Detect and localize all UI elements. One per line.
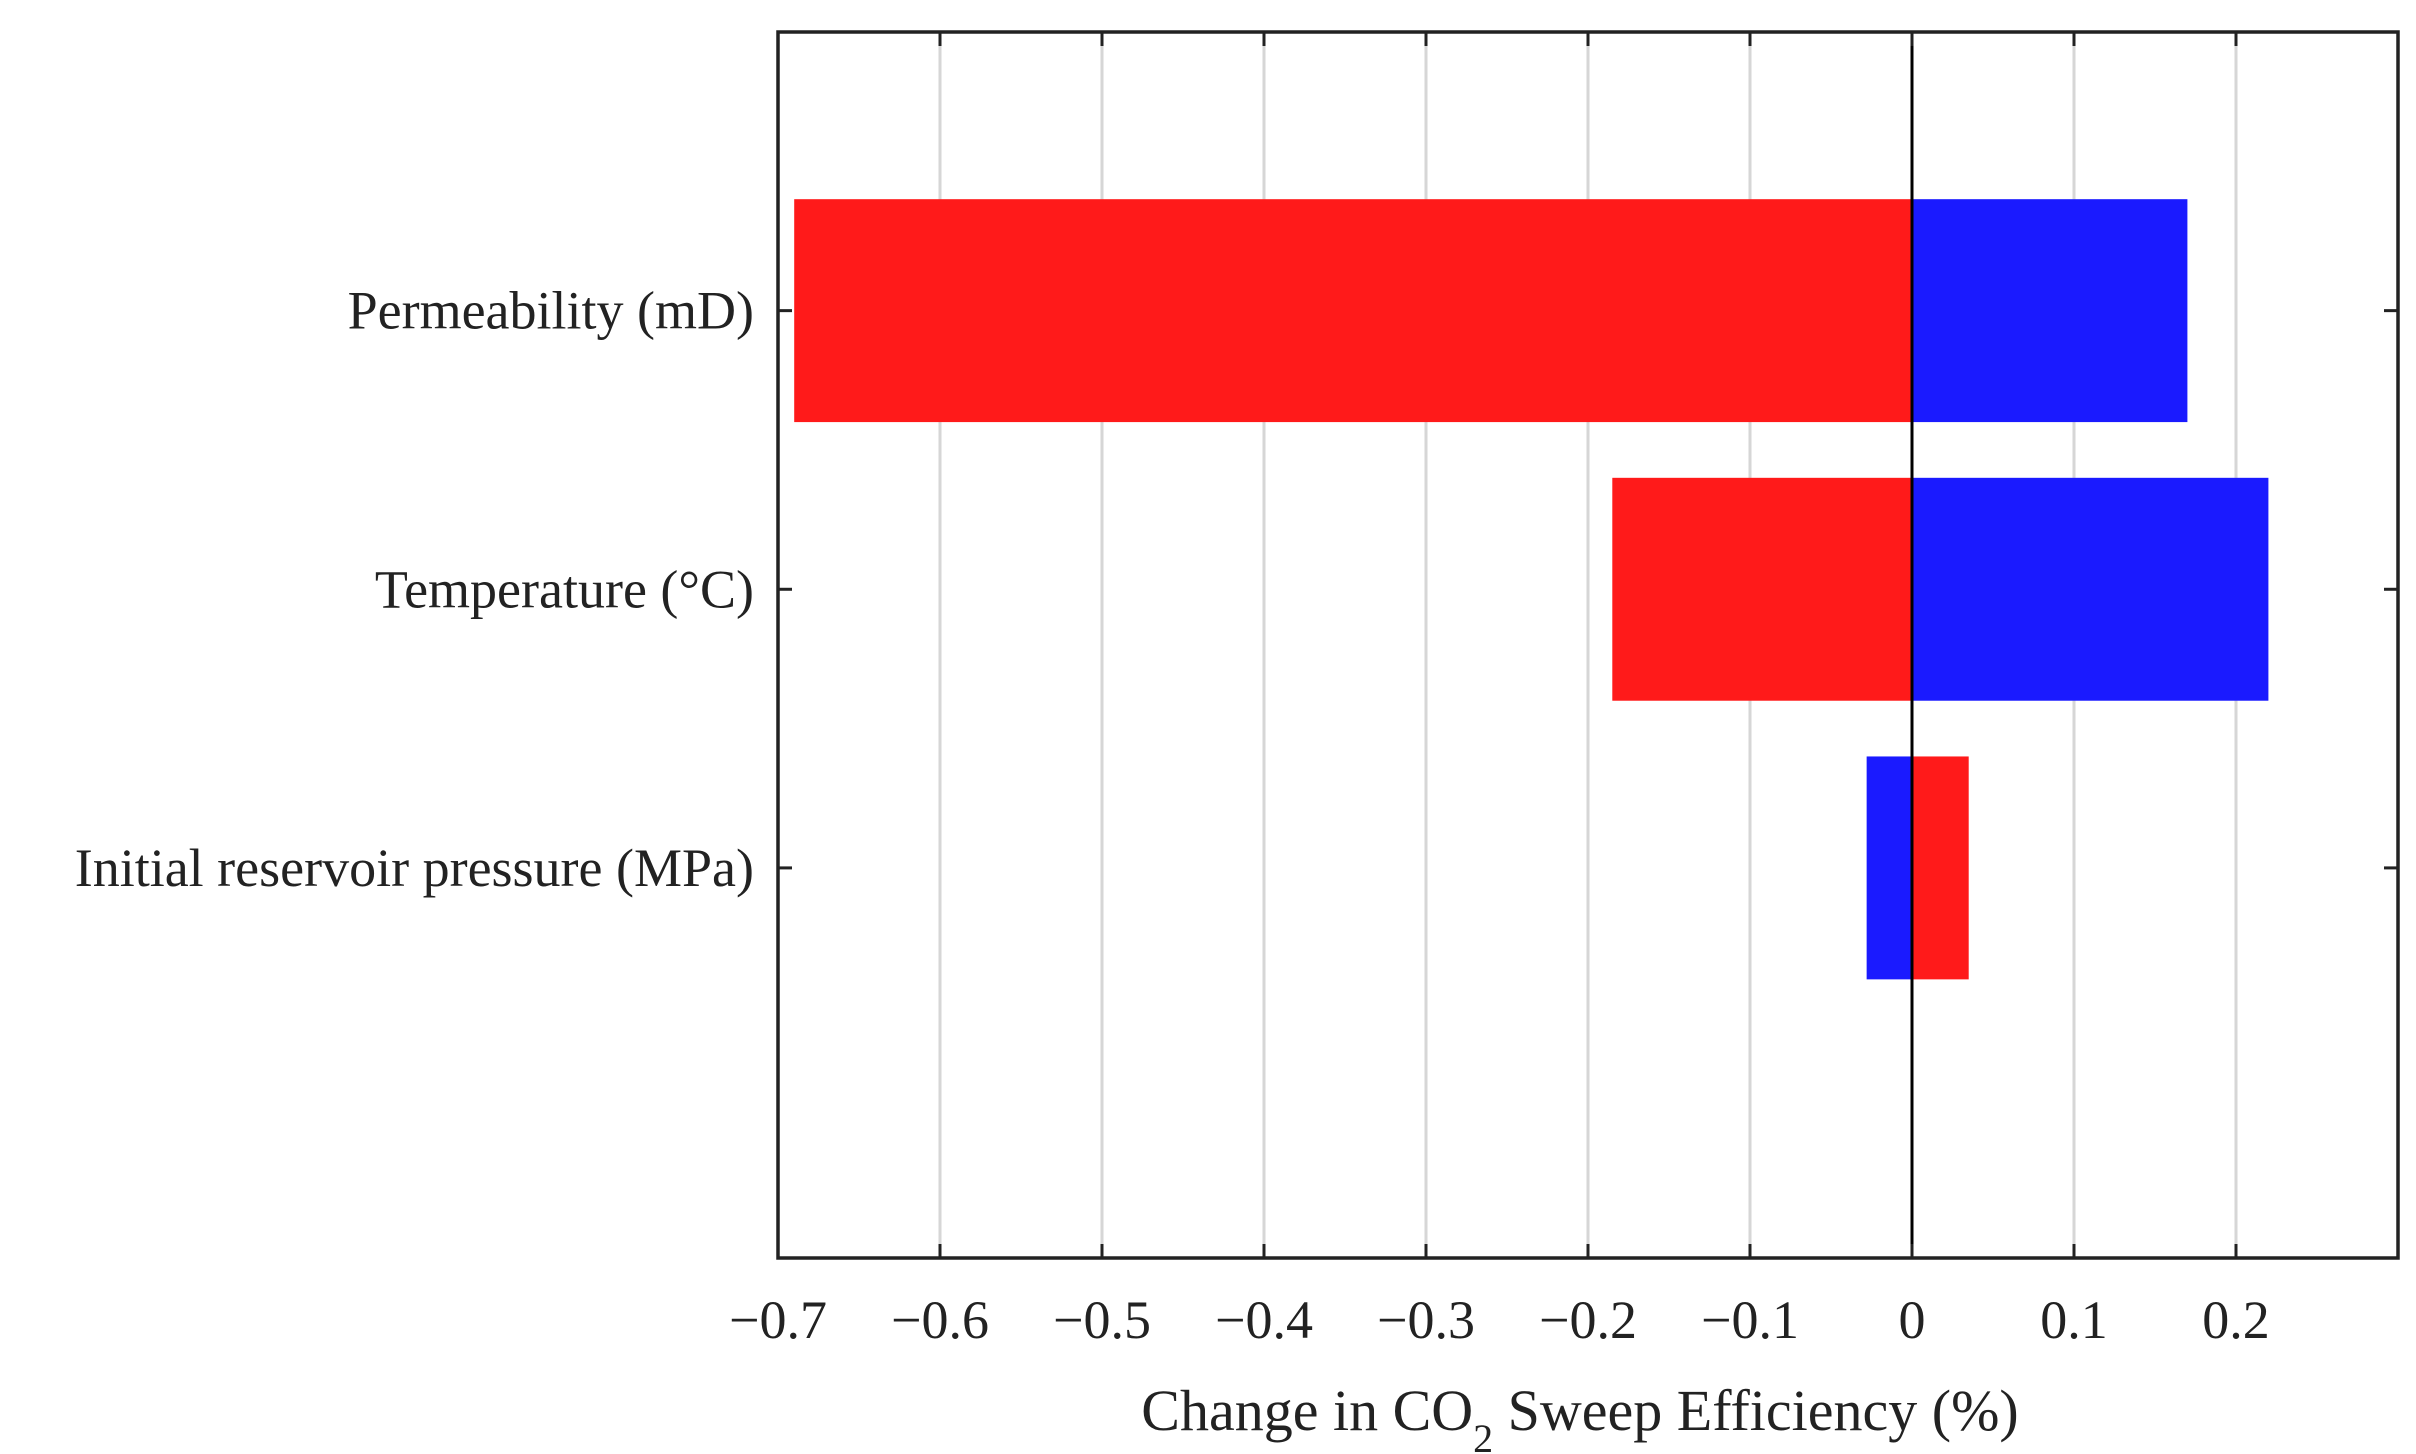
category-label: Temperature (°C): [375, 559, 754, 619]
x-axis-label-subscript: 2: [1473, 1416, 1493, 1454]
bars: [794, 199, 2269, 980]
x-tick-label: 0.1: [2040, 1290, 2108, 1350]
bar-segment: [1912, 477, 2269, 701]
bar-segment: [794, 199, 1913, 423]
bar-segment: [1912, 756, 1969, 980]
x-tick-label: −0.3: [1377, 1290, 1475, 1350]
x-tick-label: −0.2: [1539, 1290, 1637, 1350]
x-tick-label: −0.1: [1701, 1290, 1799, 1350]
axis-ticks: [776, 32, 2398, 1258]
x-tick-label: −0.6: [891, 1290, 989, 1350]
x-tick-label: −0.5: [1053, 1290, 1151, 1350]
x-tick-labels: −0.7 −0.6 −0.5 −0.4 −0.3 −0.2 −0.1 0 0.1 0.2: [729, 1290, 2270, 1350]
x-axis-label: Change in CO2 Sweep Efficiency (%): [1141, 1378, 2018, 1454]
x-tick-label: −0.4: [1215, 1290, 1313, 1350]
category-labels: Permeability (mD) Temperature (°C) Initial…: [75, 281, 754, 898]
bar-segment: [1612, 477, 1912, 701]
x-axis-label-prefix: Change in CO: [1141, 1378, 1473, 1443]
category-label: Permeability (mD): [348, 281, 754, 341]
x-tick-label: 0: [1899, 1290, 1926, 1350]
bar-segment: [1866, 756, 1912, 980]
x-tick-label: −0.7: [729, 1290, 827, 1350]
bar-segment: [1912, 199, 2188, 423]
category-label: Initial reservoir pressure (MPa): [75, 838, 754, 898]
x-axis-label-suffix: Sweep Efficiency (%): [1493, 1378, 2019, 1443]
x-tick-label: 0.2: [2202, 1290, 2270, 1350]
